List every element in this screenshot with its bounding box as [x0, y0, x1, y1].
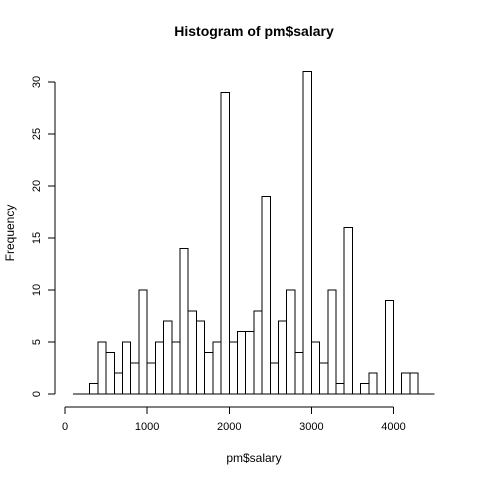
y-tick-label: 20: [31, 180, 43, 192]
x-tick-label: 4000: [381, 421, 405, 433]
histogram-bar: [113, 372, 123, 395]
x-tick-label: 2000: [217, 421, 241, 433]
histogram-bar: [121, 341, 132, 395]
x-axis: 0 1000 2000 3000 4000: [62, 406, 406, 433]
histogram-bar: [130, 362, 140, 395]
histogram-bar: [179, 247, 189, 395]
histogram-bar: [335, 383, 345, 395]
histogram-bar: [187, 310, 197, 395]
histogram-bar: [89, 383, 99, 395]
histogram-bar: [195, 320, 206, 395]
x-axis-label: pm$salary: [226, 451, 281, 465]
histogram-bar: [204, 351, 214, 395]
y-axis: 0 5 10 15 20 25 30: [31, 76, 56, 397]
y-tick-label: 25: [31, 128, 43, 140]
histogram-bar: [138, 289, 148, 395]
histogram-bar: [163, 320, 173, 395]
histogram-bar: [384, 299, 395, 395]
histogram-bar: [269, 362, 280, 395]
histogram-bar: [146, 362, 156, 395]
histogram-bar: [105, 351, 115, 395]
histogram-bar: [368, 372, 378, 395]
y-tick-label: 0: [31, 391, 43, 397]
histogram-bar: [294, 351, 304, 395]
histogram-bar: [327, 289, 337, 395]
histogram-bar: [401, 372, 411, 395]
histogram-bar: [236, 331, 247, 395]
histogram-bar: [302, 71, 312, 395]
histogram-bar: [310, 341, 321, 395]
x-tick-label: 0: [62, 421, 68, 433]
histogram-bar: [154, 341, 165, 395]
x-tick-label: 3000: [299, 421, 323, 433]
histogram-bar: [286, 289, 296, 395]
histogram-bar: [220, 91, 230, 395]
bars-group: [73, 71, 435, 395]
y-tick-label: 15: [31, 232, 43, 244]
chart-title: Histogram of pm$salary: [174, 23, 334, 39]
y-tick-label: 5: [31, 339, 43, 345]
histogram-bar: [245, 331, 255, 395]
histogram-bar: [319, 362, 329, 395]
histogram-bar: [278, 320, 288, 395]
x-tick-label: 1000: [135, 421, 159, 433]
histogram-bar: [171, 341, 181, 395]
y-axis-label: Frequency: [3, 205, 17, 262]
histogram-bar: [261, 195, 271, 395]
histogram-bar: [212, 341, 222, 395]
histogram-bar: [228, 341, 238, 395]
histogram-bar: [97, 341, 107, 395]
histogram-bar: [253, 310, 263, 395]
histogram-bar: [360, 383, 370, 395]
histogram-bar: [343, 227, 353, 395]
y-tick-label: 10: [31, 284, 43, 296]
histogram-bar: [409, 372, 419, 395]
y-tick-label: 30: [31, 76, 43, 88]
